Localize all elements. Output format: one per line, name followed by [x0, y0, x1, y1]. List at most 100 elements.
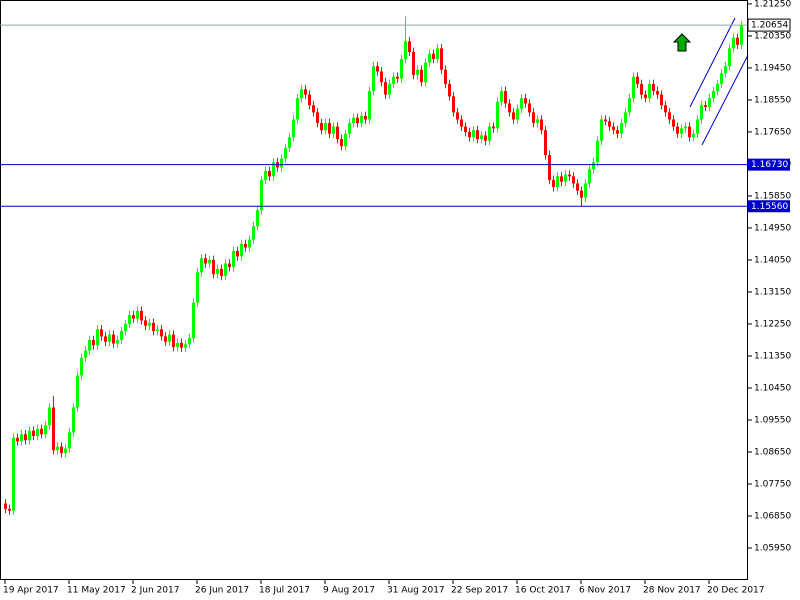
- candle-body: [24, 434, 27, 441]
- candle-body: [648, 83, 651, 99]
- candle-body: [172, 334, 175, 348]
- candle-body: [284, 147, 287, 159]
- candle-body: [732, 37, 735, 49]
- candle-body: [124, 323, 127, 332]
- candle-body: [376, 66, 379, 72]
- candle-body: [20, 434, 23, 442]
- candle-body: [652, 83, 655, 92]
- candle-body: [524, 98, 527, 104]
- candle-body: [684, 126, 687, 129]
- level-label-box: [748, 158, 790, 171]
- candle-body: [364, 115, 367, 120]
- candle-body: [156, 329, 159, 332]
- candle-body: [28, 430, 31, 441]
- candle-body: [592, 162, 595, 170]
- candle-body: [40, 428, 43, 435]
- x-tick-label: 20 Dec 2017: [707, 586, 765, 596]
- candle-body: [672, 119, 675, 127]
- candle-body: [460, 119, 463, 127]
- candle-body: [516, 108, 519, 120]
- candle-body: [584, 183, 587, 198]
- candle-body: [508, 103, 511, 113]
- candle-body: [604, 119, 607, 122]
- candle-body: [636, 76, 639, 84]
- candle-body: [560, 176, 563, 182]
- candle-body: [268, 171, 271, 177]
- candle-body: [244, 243, 247, 248]
- candle-body: [48, 407, 51, 426]
- candle-body: [344, 133, 347, 147]
- candle-body: [264, 171, 267, 180]
- candle-body: [112, 334, 115, 344]
- candle-body: [456, 112, 459, 120]
- candle-body: [300, 89, 303, 99]
- candle-body: [408, 41, 411, 52]
- candle-body: [148, 322, 151, 326]
- candle-body: [728, 48, 731, 67]
- bid-label: 1.20654: [751, 21, 788, 31]
- candle-body: [724, 66, 727, 74]
- y-tick-label: 1.17650: [754, 127, 791, 137]
- candle-body: [224, 263, 227, 276]
- candle-body: [160, 329, 163, 337]
- candle-body: [660, 94, 663, 106]
- level-label: 1.15560: [751, 202, 788, 212]
- candle-body: [200, 258, 203, 273]
- candle-body: [372, 66, 375, 92]
- candle-body: [564, 174, 567, 182]
- candle-body: [84, 350, 87, 358]
- candle-body: [232, 251, 235, 268]
- x-tick-label: 31 Aug 2017: [387, 586, 445, 596]
- candle-body: [544, 130, 547, 156]
- candle-body: [448, 83, 451, 97]
- candle-body: [64, 448, 67, 454]
- candle-body: [312, 105, 315, 113]
- plot-area: [4, 16, 743, 515]
- candle-body: [208, 259, 211, 264]
- candle-body: [484, 135, 487, 141]
- candle-body: [416, 69, 419, 76]
- y-tick-label: 1.19450: [754, 63, 791, 73]
- candle-body: [168, 334, 171, 342]
- candle-body: [260, 179, 263, 211]
- candle-body: [500, 91, 503, 102]
- candle-body: [132, 315, 135, 319]
- candle-body: [404, 41, 407, 60]
- candle-body: [432, 53, 435, 60]
- candle-body: [356, 117, 359, 124]
- candle-body: [36, 428, 39, 436]
- candle-body: [108, 334, 111, 342]
- candle-body: [192, 302, 195, 339]
- x-tick-label: 26 Jun 2017: [195, 586, 249, 596]
- candle-body: [328, 123, 331, 134]
- candle-body: [272, 162, 275, 177]
- candle-body: [656, 91, 659, 95]
- candle-body: [528, 103, 531, 113]
- candle-body: [348, 123, 351, 134]
- candle-body: [380, 71, 383, 83]
- candle-body: [452, 96, 455, 113]
- candle-body: [44, 425, 47, 435]
- y-tick-label: 1.06850: [754, 511, 791, 521]
- candle-body: [252, 226, 255, 240]
- candle-body: [644, 94, 647, 99]
- x-tick-label: 9 Aug 2017: [323, 586, 375, 596]
- candle-body: [700, 105, 703, 120]
- x-tick-label: 6 Nov 2017: [579, 586, 631, 596]
- candle-body: [352, 117, 355, 124]
- candle-body: [632, 76, 635, 99]
- candle-body: [136, 310, 139, 319]
- candle-body: [392, 76, 395, 84]
- candle-body: [440, 48, 443, 70]
- candle-body: [520, 98, 523, 109]
- candle-body: [204, 258, 207, 264]
- candle-body: [712, 91, 715, 99]
- y-tick-label: 1.10450: [754, 383, 791, 393]
- channel-line: [701, 54, 749, 146]
- candle-body: [308, 94, 311, 106]
- x-tick-label: 2 Jun 2017: [131, 586, 179, 596]
- candle-body: [504, 91, 507, 104]
- candle-body: [280, 158, 283, 168]
- plot-border: [0, 0, 748, 580]
